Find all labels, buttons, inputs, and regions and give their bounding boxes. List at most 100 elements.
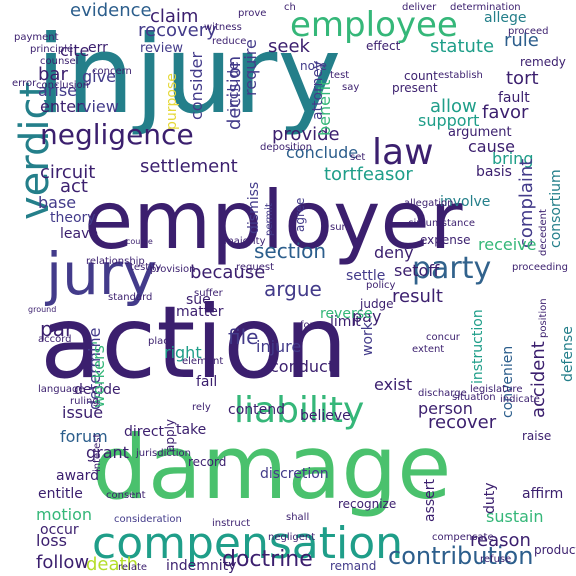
cloud-word: purpose xyxy=(164,73,180,130)
cloud-word: principle xyxy=(30,44,73,55)
cloud-word: result xyxy=(392,286,443,307)
cloud-word: action xyxy=(40,284,348,401)
cloud-word: decide xyxy=(74,382,121,398)
cloud-word: contend xyxy=(228,402,285,418)
cloud-word: allege xyxy=(484,10,526,26)
cloud-word: deposition xyxy=(260,142,312,153)
cloud-word: recovery xyxy=(138,20,217,41)
cloud-word: issue xyxy=(62,403,103,422)
cloud-word: work xyxy=(360,321,376,356)
cloud-word: compensation xyxy=(92,518,403,569)
cloud-word: language xyxy=(38,384,85,395)
cloud-word: damage xyxy=(92,416,451,519)
cloud-word: attorney xyxy=(310,61,326,120)
cloud-word: jury xyxy=(44,240,157,308)
cloud-word: evidence xyxy=(70,0,152,21)
cloud-word: interest xyxy=(92,434,103,472)
cloud-word: effect xyxy=(366,39,401,53)
cloud-word: cite xyxy=(60,41,89,60)
cloud-word: witness xyxy=(204,22,242,33)
cloud-word: duty xyxy=(482,482,498,514)
cloud-word: conduct xyxy=(270,357,334,376)
cloud-word: remand xyxy=(330,559,376,573)
cloud-word: ch xyxy=(284,2,296,13)
cloud-word: law xyxy=(372,132,434,173)
cloud-word: consent xyxy=(106,490,146,501)
cloud-word: remedy xyxy=(520,55,566,69)
cloud-word: pay xyxy=(352,307,381,326)
cloud-word: doctrine xyxy=(222,547,313,572)
cloud-word: deny xyxy=(374,243,414,262)
cloud-word: expense xyxy=(420,233,471,247)
cloud-word: instruct xyxy=(212,518,250,529)
cloud-word: judge xyxy=(359,297,394,311)
cloud-word: sustain xyxy=(486,507,543,526)
cloud-word: seek xyxy=(268,36,311,57)
cloud-word: indemnity xyxy=(166,558,236,574)
cloud-word: leave xyxy=(60,226,98,242)
cloud-word: death xyxy=(86,554,138,575)
cloud-word: form xyxy=(300,320,323,331)
cloud-word: provision xyxy=(150,264,196,275)
cloud-word: fail xyxy=(196,374,217,390)
cloud-word: sue xyxy=(186,292,211,308)
cloud-word: suffer xyxy=(194,288,224,299)
cloud-word: statute xyxy=(430,36,494,57)
cloud-word: par xyxy=(40,317,74,341)
cloud-word: accord xyxy=(38,334,72,345)
cloud-word: tort xyxy=(506,68,539,89)
cloud-word: legislature xyxy=(470,384,522,395)
cloud-word: cause xyxy=(468,137,515,156)
cloud-word: apply xyxy=(163,419,177,452)
cloud-word: compensate xyxy=(432,532,494,543)
cloud-word: require xyxy=(241,39,260,96)
cloud-word: motion xyxy=(36,505,92,524)
cloud-word: give xyxy=(82,67,116,86)
cloud-word: because xyxy=(190,262,265,283)
cloud-word: circumstance xyxy=(408,218,475,229)
cloud-word: counsel xyxy=(40,56,78,67)
cloud-word: argue xyxy=(264,277,322,301)
cloud-word: injury xyxy=(36,13,341,138)
cloud-word: permit xyxy=(264,203,275,236)
cloud-word: support xyxy=(418,111,479,130)
cloud-word: situation xyxy=(452,392,496,403)
cloud-word: test xyxy=(330,70,349,81)
cloud-word: contribution xyxy=(388,542,533,570)
cloud-word: defense xyxy=(560,326,576,382)
cloud-word: setoff xyxy=(394,261,440,280)
cloud-word: reverse xyxy=(320,306,373,322)
cloud-word: employer xyxy=(84,174,463,267)
cloud-word: agree xyxy=(293,198,307,232)
cloud-word: settle xyxy=(346,268,385,284)
cloud-word: relationship xyxy=(86,256,145,267)
cloud-word: direct xyxy=(124,424,165,440)
cloud-word: include xyxy=(226,61,242,112)
cloud-word: instruction xyxy=(470,309,486,384)
cloud-word: record xyxy=(188,455,226,469)
cloud-word: basis xyxy=(476,164,512,180)
cloud-word: section xyxy=(254,239,326,263)
cloud-word: provide xyxy=(272,124,340,145)
cloud-word: review xyxy=(140,41,183,56)
cloud-word: place xyxy=(148,336,175,347)
cloud-word: right xyxy=(164,343,202,362)
cloud-word: say xyxy=(342,82,359,93)
cloud-word: claim xyxy=(150,6,198,27)
cloud-word: policy xyxy=(366,280,396,291)
cloud-word: consortium xyxy=(548,169,564,248)
cloud-word: jurisdiction xyxy=(135,448,191,459)
cloud-word: award xyxy=(56,468,99,484)
cloud-word: discretion xyxy=(260,466,329,482)
cloud-word: view xyxy=(82,97,119,116)
cloud-word: majority xyxy=(224,236,266,247)
cloud-word: consideration xyxy=(114,514,182,525)
cloud-word: consider xyxy=(187,51,206,120)
cloud-word: liability xyxy=(234,390,364,431)
cloud-word: base xyxy=(38,193,76,212)
cloud-word: rely xyxy=(192,402,211,413)
cloud-word: dismiss xyxy=(246,182,262,234)
cloud-word: conclude xyxy=(286,143,358,162)
cloud-word: determine xyxy=(85,328,104,410)
